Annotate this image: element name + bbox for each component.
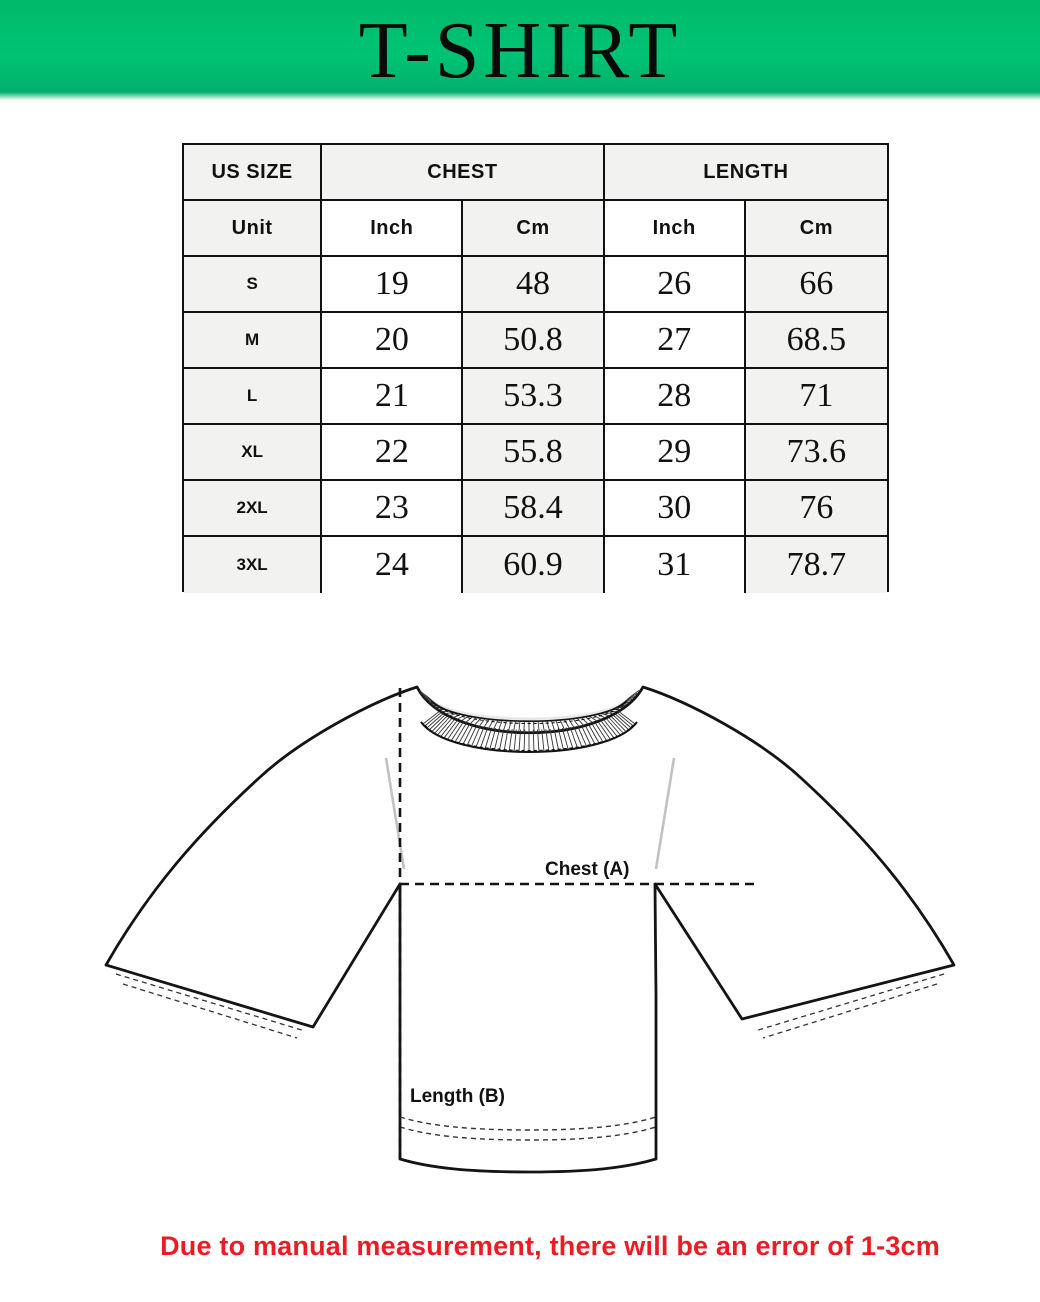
- svg-text:Length (B): Length (B): [410, 1086, 505, 1107]
- svg-text:Chest (A): Chest (A): [545, 859, 629, 880]
